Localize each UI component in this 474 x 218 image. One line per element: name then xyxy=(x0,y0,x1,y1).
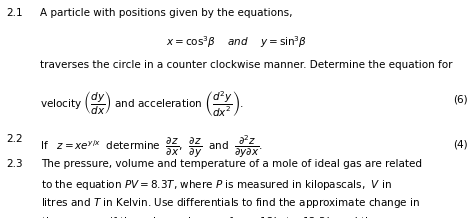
Text: the pressure if the volume changes from  $12L$  to  $12.3L$  and the: the pressure if the volume changes from … xyxy=(41,215,379,218)
Text: $x = \cos^3\!\beta$    and    $y = \sin^3\!\beta$: $x = \cos^3\!\beta$ and $y = \sin^3\!\be… xyxy=(166,34,308,49)
Text: velocity $\left(\dfrac{dy}{dx}\right)$ and acceleration $\left(\dfrac{d^2y}{dx^2: velocity $\left(\dfrac{dy}{dx}\right)$ a… xyxy=(40,89,244,118)
Text: 2.3: 2.3 xyxy=(6,159,23,169)
Text: A particle with positions given by the equations,: A particle with positions given by the e… xyxy=(40,8,293,18)
Text: litres and $T$ in Kelvin. Use differentials to find the approximate change in: litres and $T$ in Kelvin. Use differenti… xyxy=(41,196,420,210)
Text: 2.1: 2.1 xyxy=(6,8,23,18)
Text: traverses the circle in a counter clockwise manner. Determine the equation for: traverses the circle in a counter clockw… xyxy=(40,60,453,70)
Text: (6): (6) xyxy=(453,95,468,105)
Text: If   $z = xe^{y/x}$  determine  $\dfrac{\partial z}{\partial x}$,  $\dfrac{\part: If $z = xe^{y/x}$ determine $\dfrac{\par… xyxy=(40,134,263,160)
Text: 2.2: 2.2 xyxy=(6,134,23,144)
Text: The pressure, volume and temperature of a mole of ideal gas are related: The pressure, volume and temperature of … xyxy=(41,159,422,169)
Text: to the equation $PV = 8.3T$, where $P$ is measured in kilopascals,  $V$ in: to the equation $PV = 8.3T$, where $P$ i… xyxy=(41,178,392,192)
Text: (4): (4) xyxy=(453,140,468,150)
